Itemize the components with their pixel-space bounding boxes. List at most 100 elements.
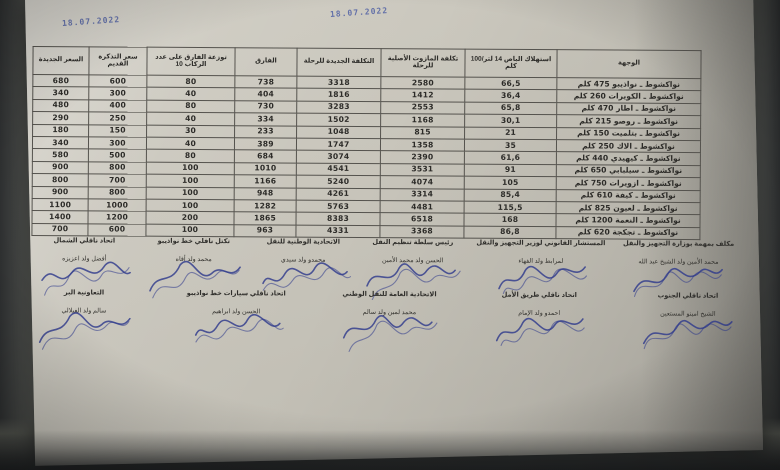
cell-new-price: 580 [32,148,89,162]
cell-consumption: 115,5 [464,201,557,214]
cell-consumption: 21 [464,126,557,140]
cell-difference: 738 [234,75,297,89]
cell-difference: 730 [234,100,297,114]
cell-new-price: 680 [32,74,89,88]
cell-new-cost: 3074 [296,150,381,164]
signature-block: اتحاد ناقلي الجنوب الشيخ امينو المستعين [640,291,736,350]
cell-original-cost: 2390 [380,150,465,164]
signature-block: الاتحادية العامة للنقل الوطني محمد لمين و… [340,290,438,353]
cell-old-price: 700 [88,173,147,187]
cell-share: 40 [146,137,235,151]
signature-title: اتحاد ناقلي الجنوب [657,292,719,300]
cell-new-cost: 8383 [295,212,381,226]
signature-name: محمد ولد أقاه [175,255,212,264]
cell-new-cost: 1747 [296,138,381,151]
signature-name: محمد الأمين ولد الشيخ عبد الله [638,258,719,266]
cell-new-price: 480 [32,99,89,113]
cell-new-price: 700 [31,223,89,236]
cell-consumption: 66,5 [464,77,557,91]
signature-title: اتحاد ناقلي الشمال [53,237,116,245]
cell-new-cost: 4261 [296,187,381,201]
cell-new-cost: 3318 [296,76,381,90]
cell-difference: 389 [234,137,297,151]
cell-old-price: 300 [88,136,147,150]
cell-difference: 684 [234,150,297,163]
cell-difference: 963 [233,224,296,238]
col-header-consumption: استهلاك الباص 14 لتر/100 كلم [464,49,558,78]
cell-old-price: 1000 [88,198,147,212]
signature-block: اتحاد ناقلي الشمال أفضل ولد اعزيزه [36,236,132,296]
cell-original-cost: 2580 [380,76,465,90]
cell-new-cost: 5240 [296,175,381,189]
cell-share: 80 [146,99,235,113]
cell-share: 100 [146,199,235,213]
signature-name: الشيخ امينو المستعين [660,310,716,318]
cell-consumption: 61,6 [464,151,557,165]
signature-name: محمد لمين ولد سالم [362,308,417,317]
signature-title: الاتحادية العامة للنقل الوطني [342,290,437,299]
cell-difference: 233 [234,125,297,139]
signature-block: اتحاد ناقلي طريق الأمل احمدو ولد الإمام [491,291,587,346]
cell-destination: نواكشوط ـ سيلبابي 650 كلم [556,164,701,178]
signature-name: احمدو ولد الإمام [518,309,561,317]
col-header-new-price: السعر الجديدة [32,46,90,75]
signature-title: اتحاد ناقلي طريق الأمل [501,291,577,299]
signature-name: لمرابط ولد الفهاء [518,257,564,265]
col-header-destination: الوجهة [556,49,702,79]
cell-original-cost: 4074 [380,175,465,189]
signature-title: الاتحادية الوطنية للنقل [266,238,341,246]
cell-original-cost: 2553 [380,101,465,115]
cell-consumption: 36,4 [464,89,557,103]
signature-title: التعاونية البر [63,289,105,297]
signature-name: الحسن ولد محمد الأمين [382,256,444,265]
cell-original-cost: 3314 [380,188,465,202]
signature-block: مكلف بمهمة بوزارة التجهيز والنقل محمد الأ… [621,239,736,298]
cell-difference: 1865 [234,212,297,225]
col-header-original-cost: تكلفة المازوت الأصلية للرحلة [380,48,466,78]
cell-original-cost: 3531 [380,163,465,177]
cell-consumption: 86,8 [463,225,556,239]
cell-old-price: 600 [88,74,147,88]
cell-difference: 1010 [234,162,297,176]
signature-name: محمدو ولد سيدي [280,256,326,264]
signature-title: تكتل ناقلي خط نواذيبو [157,237,231,246]
cell-consumption: 30,1 [464,114,557,128]
signature-section: مكلف بمهمة بوزارة التجهيز والنقل محمد الأ… [36,236,737,353]
signature-title: مكلف بمهمة بوزارة التجهيز والنقل [622,240,735,248]
cell-old-price: 500 [88,149,147,162]
cell-share: 80 [146,75,235,89]
cell-original-cost: 1358 [380,138,465,152]
cell-original-cost: 6518 [379,212,465,226]
cell-original-cost: 1168 [380,113,465,127]
signature-name: سالم ولد الفيلالي [61,307,107,315]
signature-block: رئيس سلطة تنظيم النقل الحسن ولد محمد الأم… [365,238,461,301]
cell-new-price: 900 [32,161,89,174]
cell-original-cost: 4481 [380,200,465,214]
cell-new-cost: 4331 [295,224,380,238]
col-header-new-cost: التكلفة الجديدة للرحلة [296,48,382,77]
cell-share: 100 [146,186,235,200]
cell-difference: 334 [234,112,297,126]
cell-destination: نواكشوط ـ نواذيبو 475 كلم [556,77,701,91]
cell-share: 80 [146,149,235,163]
cell-consumption: 65,8 [464,101,557,115]
signature-block: تكتل ناقلي خط نواذيبو محمد ولد أقاه [146,237,242,299]
cell-difference: 948 [234,187,297,201]
cell-original-cost: 815 [380,126,465,140]
cell-destination: نواكشوط ـ الكويرات 260 كلم [556,90,701,104]
cell-destination: نواكشوط ـ كيهيدي 440 كلم [556,152,701,166]
table-body: نواكشوط ـ نواذيبو 475 كلم 66,5 2580 3318 738… [31,74,701,240]
cell-old-price: 150 [88,124,147,138]
cell-new-cost: 5763 [296,200,381,213]
cell-difference: 404 [234,88,297,101]
signature-block: المستشار القانوني لوزير التجهيز والنقل لم… [474,238,607,294]
cell-share: 40 [146,112,235,126]
signature-title: اتحاد ناقلي سيارات خط نواذيبو [186,289,286,298]
col-header-difference: الفارق [234,47,298,77]
cell-share: 200 [146,211,235,225]
cell-destination: نواكشوط ـ كيفة 610 كلم [556,189,701,203]
signature-name: الحسن ولد ابراهيم [212,308,261,316]
cell-old-price: 600 [87,223,147,237]
cell-share: 40 [146,87,235,101]
